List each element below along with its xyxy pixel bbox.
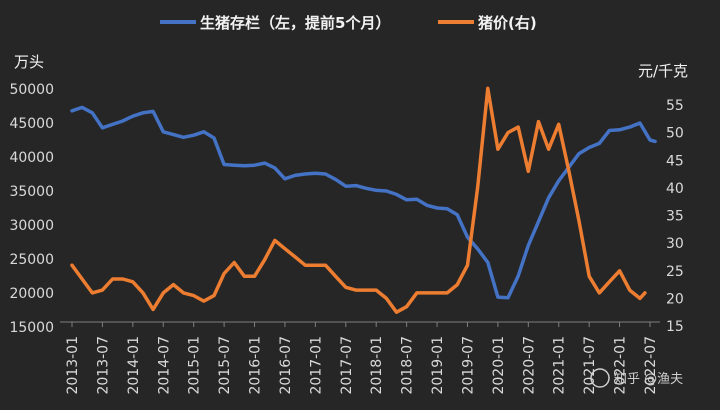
y-right-tick-label: 20 [666,291,684,307]
y-right-tick-label: 45 [666,153,684,169]
x-tick-label: 2013-07 [95,336,111,395]
x-tick-label: 2014-07 [156,336,172,395]
y-right-tick-label: 25 [666,264,684,280]
y-left-tick-label: 15000 [9,320,54,336]
series-line-inventory [70,105,657,300]
y-left-tick-label: 20000 [9,286,54,302]
y-right-unit-label: 元/千克 [638,62,688,80]
y-left-tick-label: 50000 [9,82,54,98]
legend-label-price: 猪价(右) [477,14,537,32]
y-right-tick-label: 30 [666,236,684,252]
x-tick-label: 2018-01 [369,336,385,395]
x-tick-label: 2021-01 [552,336,568,395]
x-tick-label: 2014-01 [126,336,142,395]
y-left-tick-label: 45000 [9,116,54,132]
x-tick-label: 2016-01 [248,336,264,395]
watermark-icon [590,368,610,388]
y-left-unit-label: 万头 [14,53,44,71]
series-line-price [70,86,647,314]
x-tick-label: 2015-01 [187,336,203,395]
x-tick-label: 2017-01 [308,336,324,395]
x-tick-label: 2022-07 [643,336,659,395]
legend-label-inventory: 生猪存栏（左，提前5个月） [200,14,390,32]
x-tick-label: 2019-07 [460,336,476,395]
y-right-tick-label: 50 [666,126,684,142]
x-tick-label: 2022-01 [613,336,629,395]
y-left-tick-label: 35000 [9,184,54,200]
x-tick-label: 2015-07 [217,336,233,395]
y-right-tick-label: 35 [666,209,684,225]
x-tick-label: 2016-07 [278,336,294,395]
x-tick-label: 2019-01 [430,336,446,395]
y-right-tick-label: 55 [666,98,684,114]
x-tick-label: 2021-07 [582,336,598,395]
x-tick-label: 2013-01 [65,336,81,395]
watermark-text: 知乎 @渔夫 [614,371,683,387]
y-left-tick-label: 25000 [9,252,54,268]
x-tick-label: 2017-07 [339,336,355,395]
x-tick-labels: 2013-01 2013-07 2014-01 2014-07 2015-01 2015-… [65,322,659,395]
y-left-tick-label: 30000 [9,218,54,234]
watermark: 知乎 @渔夫 [590,368,683,388]
y-right-tick-label: 15 [666,319,684,335]
y-right-tick-labels: 15 20 25 30 35 40 45 50 55 [666,98,684,335]
legend: 生猪存栏（左，提前5个月） 猪价(右) [160,14,537,32]
x-tick-label: 2020-07 [521,336,537,395]
y-right-tick-label: 40 [666,181,684,197]
y-left-tick-labels: 15000 20000 25000 30000 35000 40000 45000 50000 [9,82,54,336]
x-tick-label: 2018-07 [400,336,416,395]
x-tick-label: 2020-01 [491,336,507,395]
y-left-tick-label: 40000 [9,150,54,166]
